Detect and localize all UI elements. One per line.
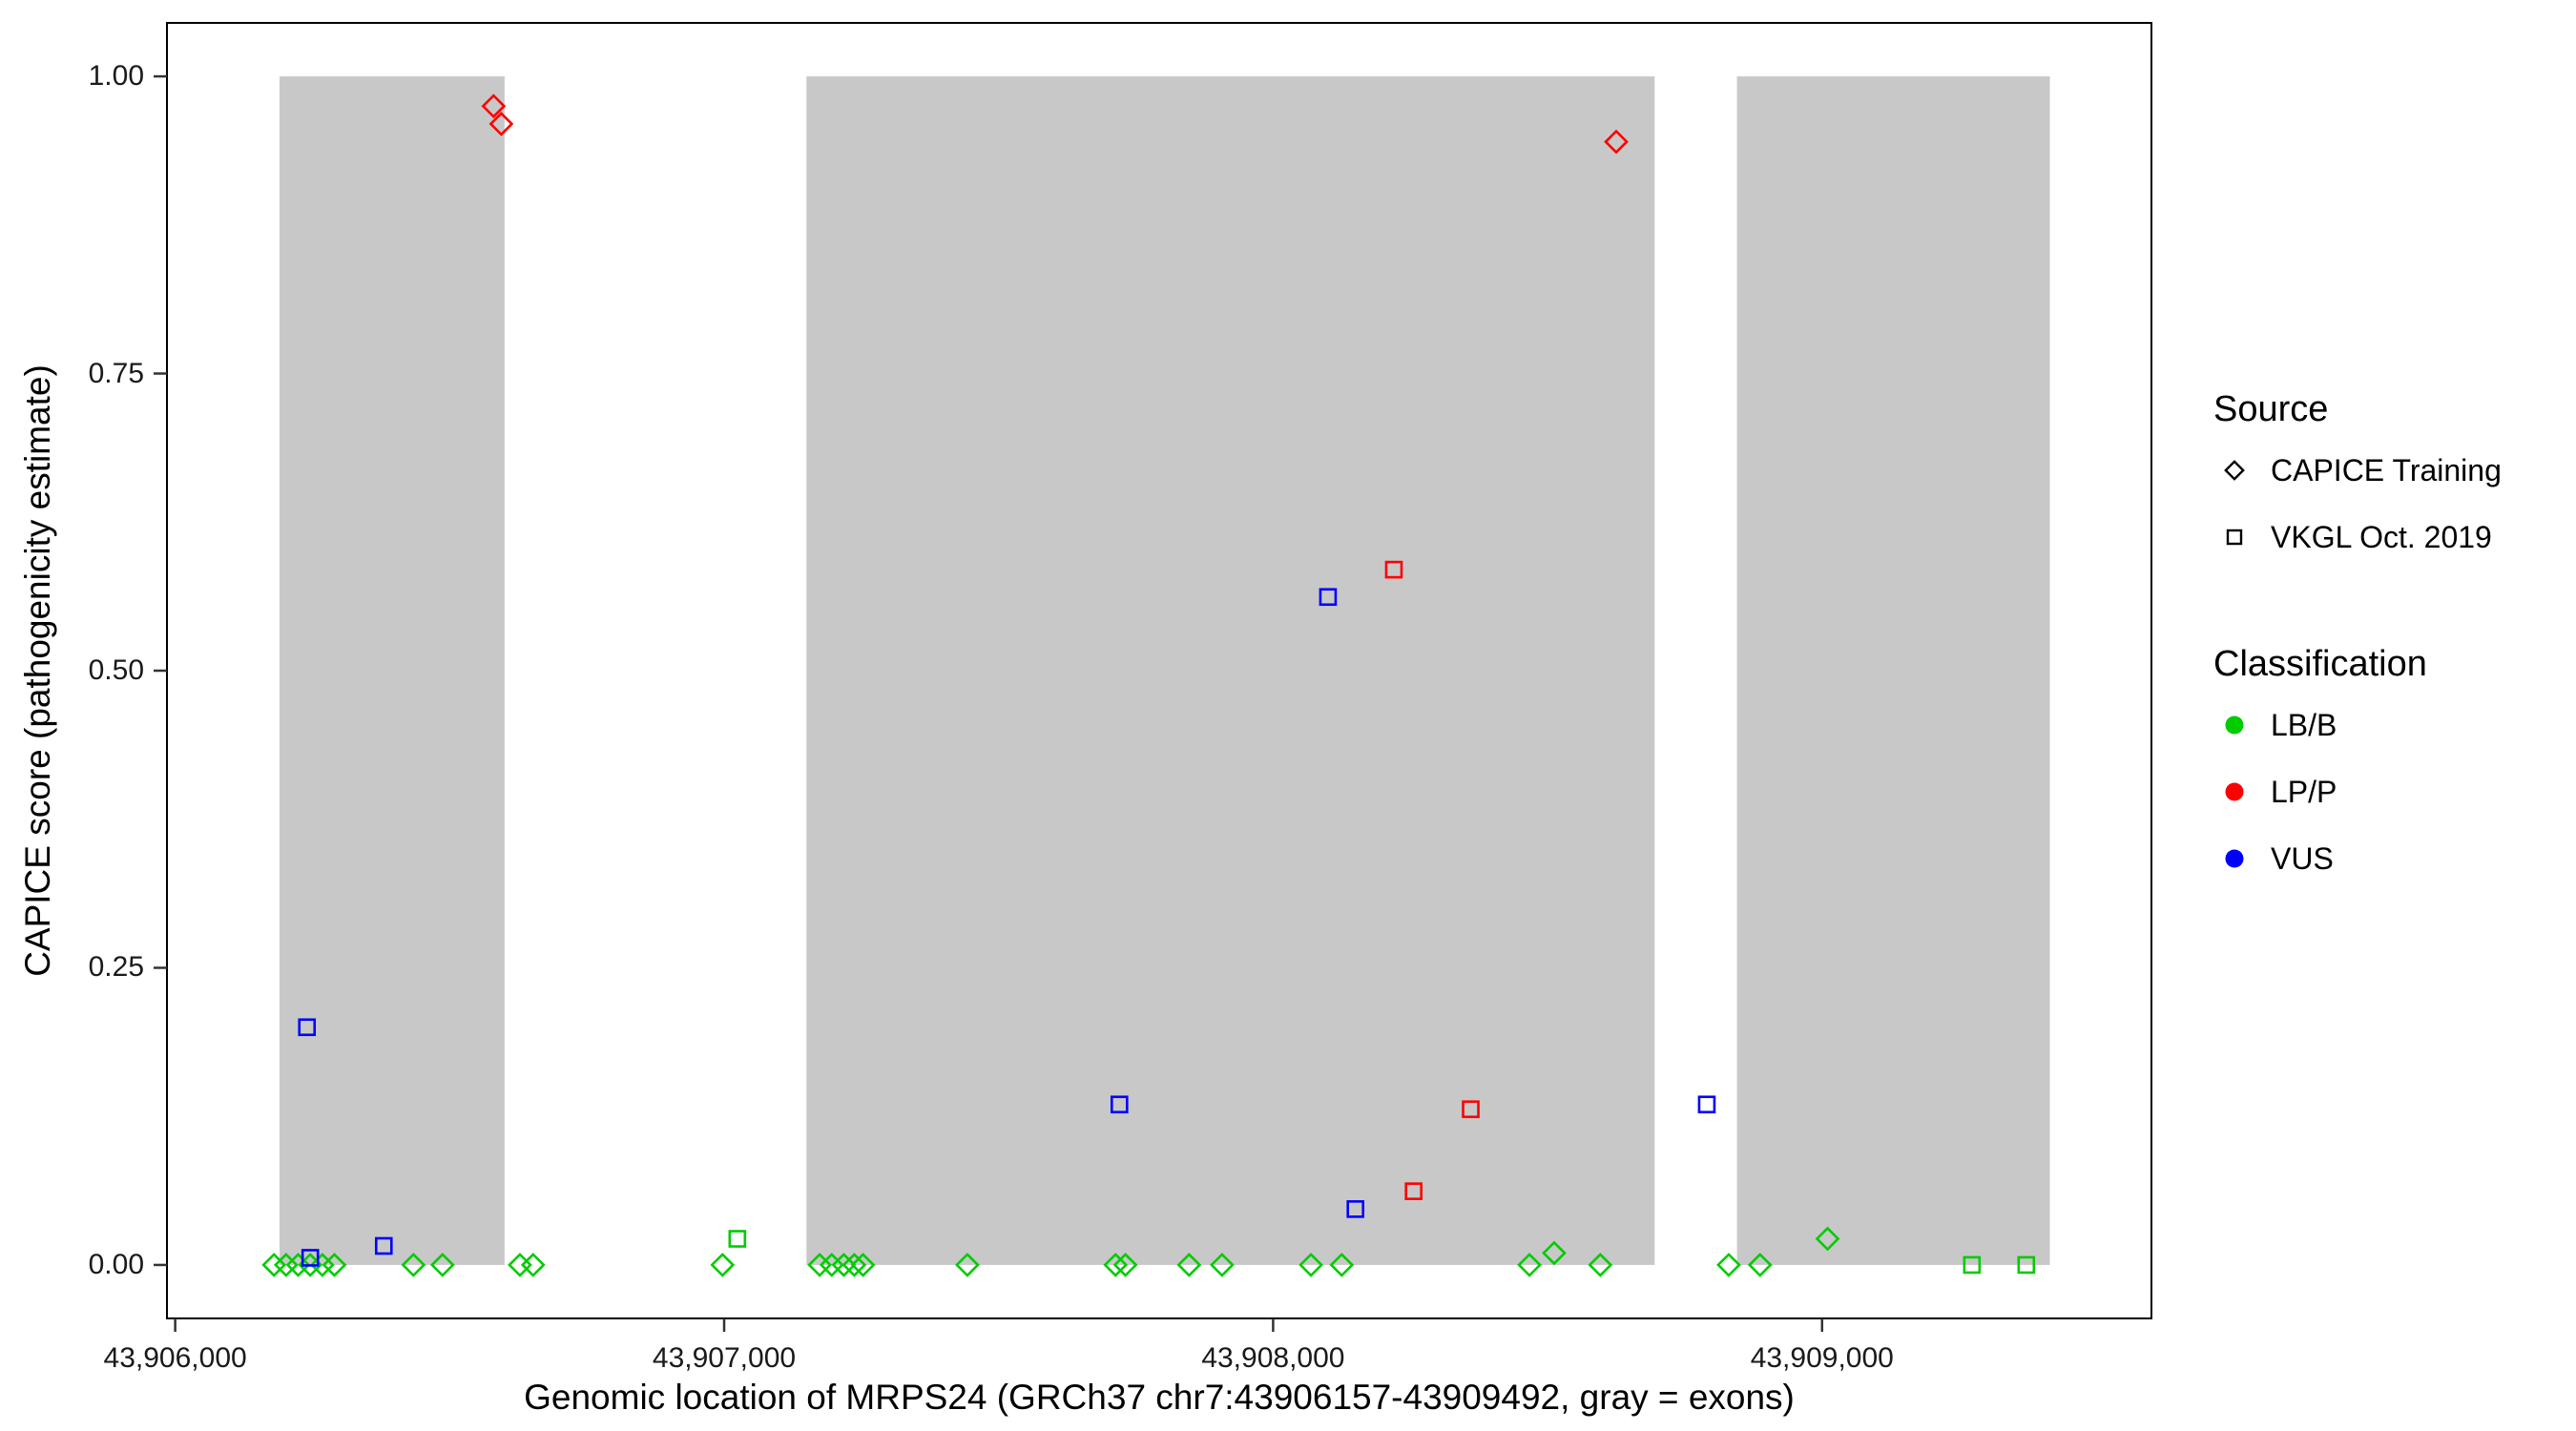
- x-tick-label: 43,906,000: [103, 1342, 247, 1374]
- data-point-square: [1404, 1182, 1423, 1200]
- legend-item-vkgl: VKGL Oct. 2019: [2213, 516, 2502, 558]
- data-point-diamond: [401, 1253, 426, 1277]
- exon-rect: [1736, 76, 2050, 1265]
- data-point-square: [1697, 1095, 1716, 1114]
- legend-source-title: Source: [2213, 389, 2329, 429]
- legend-item-label: VUS: [2271, 840, 2334, 876]
- data-point-square: [2017, 1255, 2036, 1275]
- data-point-square: [1384, 560, 1403, 579]
- open-diamond-icon: [2224, 460, 2245, 481]
- data-point-diamond: [850, 1253, 876, 1277]
- legend-item-capice-training: CAPICE Training: [2213, 449, 2502, 491]
- data-point-diamond: [1604, 129, 1629, 155]
- legend-item-lbb: LB/B: [2213, 704, 2502, 746]
- red-dot-icon: [2225, 782, 2244, 801]
- green-dot-icon: [2225, 716, 2244, 735]
- legend-item-lpp: LP/P: [2213, 771, 2502, 813]
- data-point-diamond: [1542, 1240, 1567, 1266]
- legend-item-vus: VUS: [2213, 838, 2502, 880]
- y-axis-title: CAPICE score (pathogenicity estimate): [18, 364, 57, 977]
- legend-classification-title: Classification: [2213, 644, 2427, 684]
- data-point-square: [298, 1018, 317, 1037]
- exon-rect: [806, 76, 1655, 1265]
- data-point-diamond: [1176, 1253, 1202, 1277]
- y-tick-label: 0.00: [88, 1248, 144, 1280]
- x-tick-label: 43,908,000: [1201, 1342, 1345, 1374]
- data-point-square: [1346, 1200, 1364, 1218]
- data-point-diamond: [1588, 1253, 1613, 1277]
- data-point-square: [1110, 1095, 1129, 1114]
- data-point-diamond: [322, 1253, 347, 1277]
- data-point-diamond: [488, 112, 514, 136]
- legend-classification: Classification LB/B LP/P VUS: [2213, 644, 2502, 904]
- exon-rect: [279, 76, 505, 1265]
- legend: Source CAPICE Training VKGL Oct. 2019 Cl…: [2213, 389, 2502, 904]
- data-point-square: [728, 1230, 747, 1248]
- legend-item-label: VKGL Oct. 2019: [2271, 519, 2492, 554]
- data-point-square: [1963, 1255, 1982, 1275]
- y-tick-label: 0.50: [88, 654, 144, 686]
- data-point-diamond: [1210, 1253, 1235, 1277]
- x-axis-title: Genomic location of MRPS24 (GRCh37 chr7:…: [524, 1378, 1795, 1417]
- data-point-diamond: [520, 1253, 546, 1277]
- y-tick-label: 0.25: [88, 951, 144, 984]
- data-point-diamond: [508, 1253, 532, 1277]
- data-point-diamond: [1815, 1226, 1840, 1252]
- legend-item-label: CAPICE Training: [2271, 452, 2502, 487]
- data-point-square: [374, 1236, 393, 1255]
- legend-item-label: LB/B: [2271, 707, 2337, 742]
- data-point-diamond: [955, 1253, 980, 1277]
- data-point-diamond: [1747, 1253, 1773, 1277]
- data-point-diamond: [1329, 1253, 1355, 1277]
- y-tick-label: 0.75: [88, 357, 144, 389]
- data-point-diamond: [1517, 1253, 1542, 1277]
- x-tick-label: 43,909,000: [1750, 1342, 1894, 1374]
- data-point-square: [1462, 1100, 1480, 1119]
- data-point-diamond: [710, 1253, 736, 1277]
- legend-source: Source CAPICE Training VKGL Oct. 2019: [2213, 389, 2502, 583]
- data-point-diamond: [1298, 1253, 1323, 1277]
- data-point-diamond: [481, 93, 507, 119]
- data-point-diamond: [1112, 1253, 1138, 1277]
- data-point-diamond: [429, 1253, 455, 1277]
- open-square-icon: [2226, 529, 2243, 546]
- legend-item-label: LP/P: [2271, 774, 2337, 809]
- data-point-square: [1319, 588, 1338, 607]
- x-tick-label: 43,907,000: [652, 1342, 797, 1374]
- y-tick-label: 1.00: [88, 60, 144, 93]
- blue-dot-icon: [2225, 849, 2244, 868]
- data-point-square: [301, 1249, 320, 1267]
- data-point-diamond: [1716, 1253, 1741, 1277]
